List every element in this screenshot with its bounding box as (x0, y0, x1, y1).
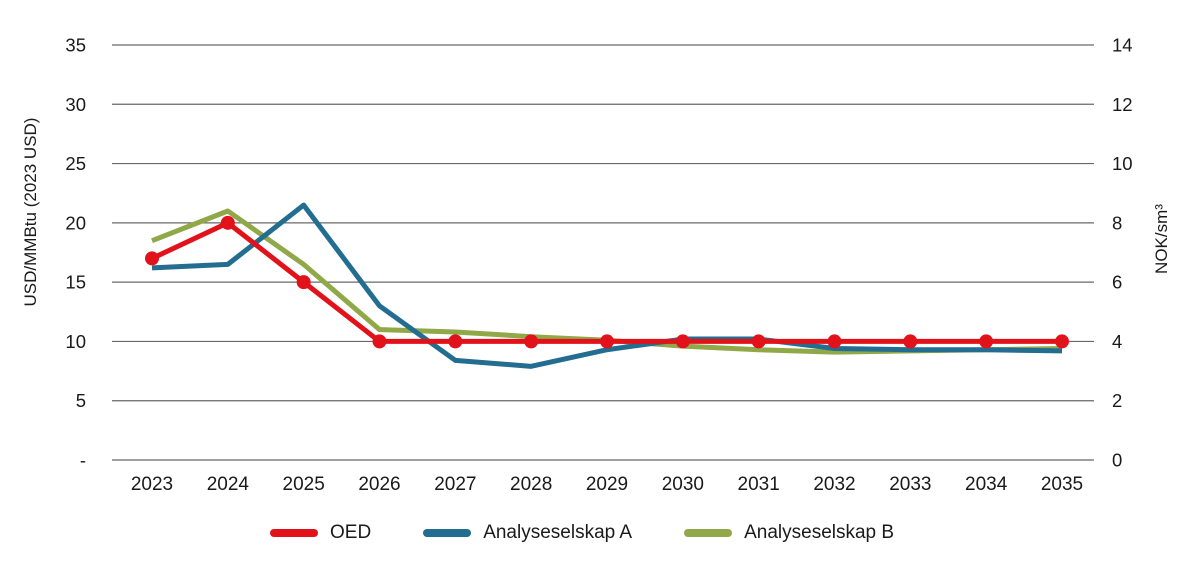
legend-label-oed: OED (330, 522, 372, 543)
x-axis-year-label: 2031 (738, 474, 780, 495)
x-axis-year-label: 2027 (434, 474, 476, 495)
legend-label-analyseselskap-b: Analyseselskap B (744, 522, 895, 543)
x-axis-year-label: 2033 (889, 474, 931, 495)
x-axis-year-label: 2025 (283, 474, 325, 495)
series-marker-oed (979, 334, 994, 349)
legend: OED Analyseselskap A Analyseselskap B (270, 522, 894, 544)
x-axis-year-label: 2026 (358, 474, 400, 495)
series-marker-oed (751, 334, 766, 349)
x-axis-year-label: 2023 (131, 474, 173, 495)
right-axis-tick-label: 4 (1112, 331, 1122, 352)
x-axis-year-label: 2035 (1041, 474, 1083, 495)
legend-item-analyseselskap-b: Analyseselskap B (684, 522, 894, 544)
series-marker-oed (448, 334, 463, 349)
legend-label-analyseselskap-a: Analyseselskap A (483, 522, 633, 543)
right-axis-tick-label: 10 (1112, 153, 1133, 174)
left-axis-tick-label: 5 (76, 390, 86, 411)
series-marker-oed (903, 334, 918, 349)
left-axis-tick-label: - (80, 450, 86, 471)
left-axis-tick-label: 20 (65, 212, 86, 233)
left-axis-tick-label: 15 (65, 272, 86, 293)
left-axis-tick-label: 30 (65, 94, 86, 115)
right-axis-tick-label: 8 (1112, 212, 1122, 233)
series-marker-oed (372, 334, 387, 349)
x-axis-year-label: 2024 (207, 474, 250, 495)
left-axis-tick-label: 25 (65, 153, 86, 174)
x-axis-year-label: 2030 (662, 474, 704, 495)
series-marker-oed (296, 275, 311, 290)
left-axis-tick-label: 10 (65, 331, 86, 352)
right-axis-title: NOK/sm³ (1152, 204, 1171, 274)
oed-line-swatch (270, 529, 318, 537)
series-marker-oed (220, 215, 235, 230)
series-line-analyseselskap-a (151, 202, 1063, 369)
right-axis-tick-label: 6 (1112, 272, 1122, 293)
x-axis-year-label: 2034 (965, 474, 1008, 495)
series-marker-oed (827, 334, 842, 349)
x-axis-year-label: 2032 (813, 474, 855, 495)
x-axis-year-label: 2029 (586, 474, 628, 495)
series-marker-oed (675, 334, 690, 349)
right-axis-tick-label: 14 (1112, 35, 1133, 56)
analyseselskap-a-line-swatch (423, 529, 472, 537)
x-axis-year-label: 2028 (510, 474, 552, 495)
series-marker-oed (524, 334, 539, 349)
right-axis-tick-label: 0 (1112, 450, 1122, 471)
legend-item-oed: OED (270, 522, 371, 544)
analyseselskap-b-line-swatch (684, 529, 733, 537)
left-axis-title: USD/MMBtu (2023 USD) (21, 117, 40, 307)
right-axis-tick-label: 2 (1112, 390, 1122, 411)
left-axis-tick-label: 35 (65, 35, 86, 56)
legend-item-analyseselskap-a: Analyseselskap A (423, 522, 632, 544)
series-marker-oed (600, 334, 614, 349)
series-marker-oed (1055, 334, 1069, 349)
series-marker-oed (145, 251, 159, 266)
right-axis-tick-label: 12 (1112, 94, 1133, 115)
